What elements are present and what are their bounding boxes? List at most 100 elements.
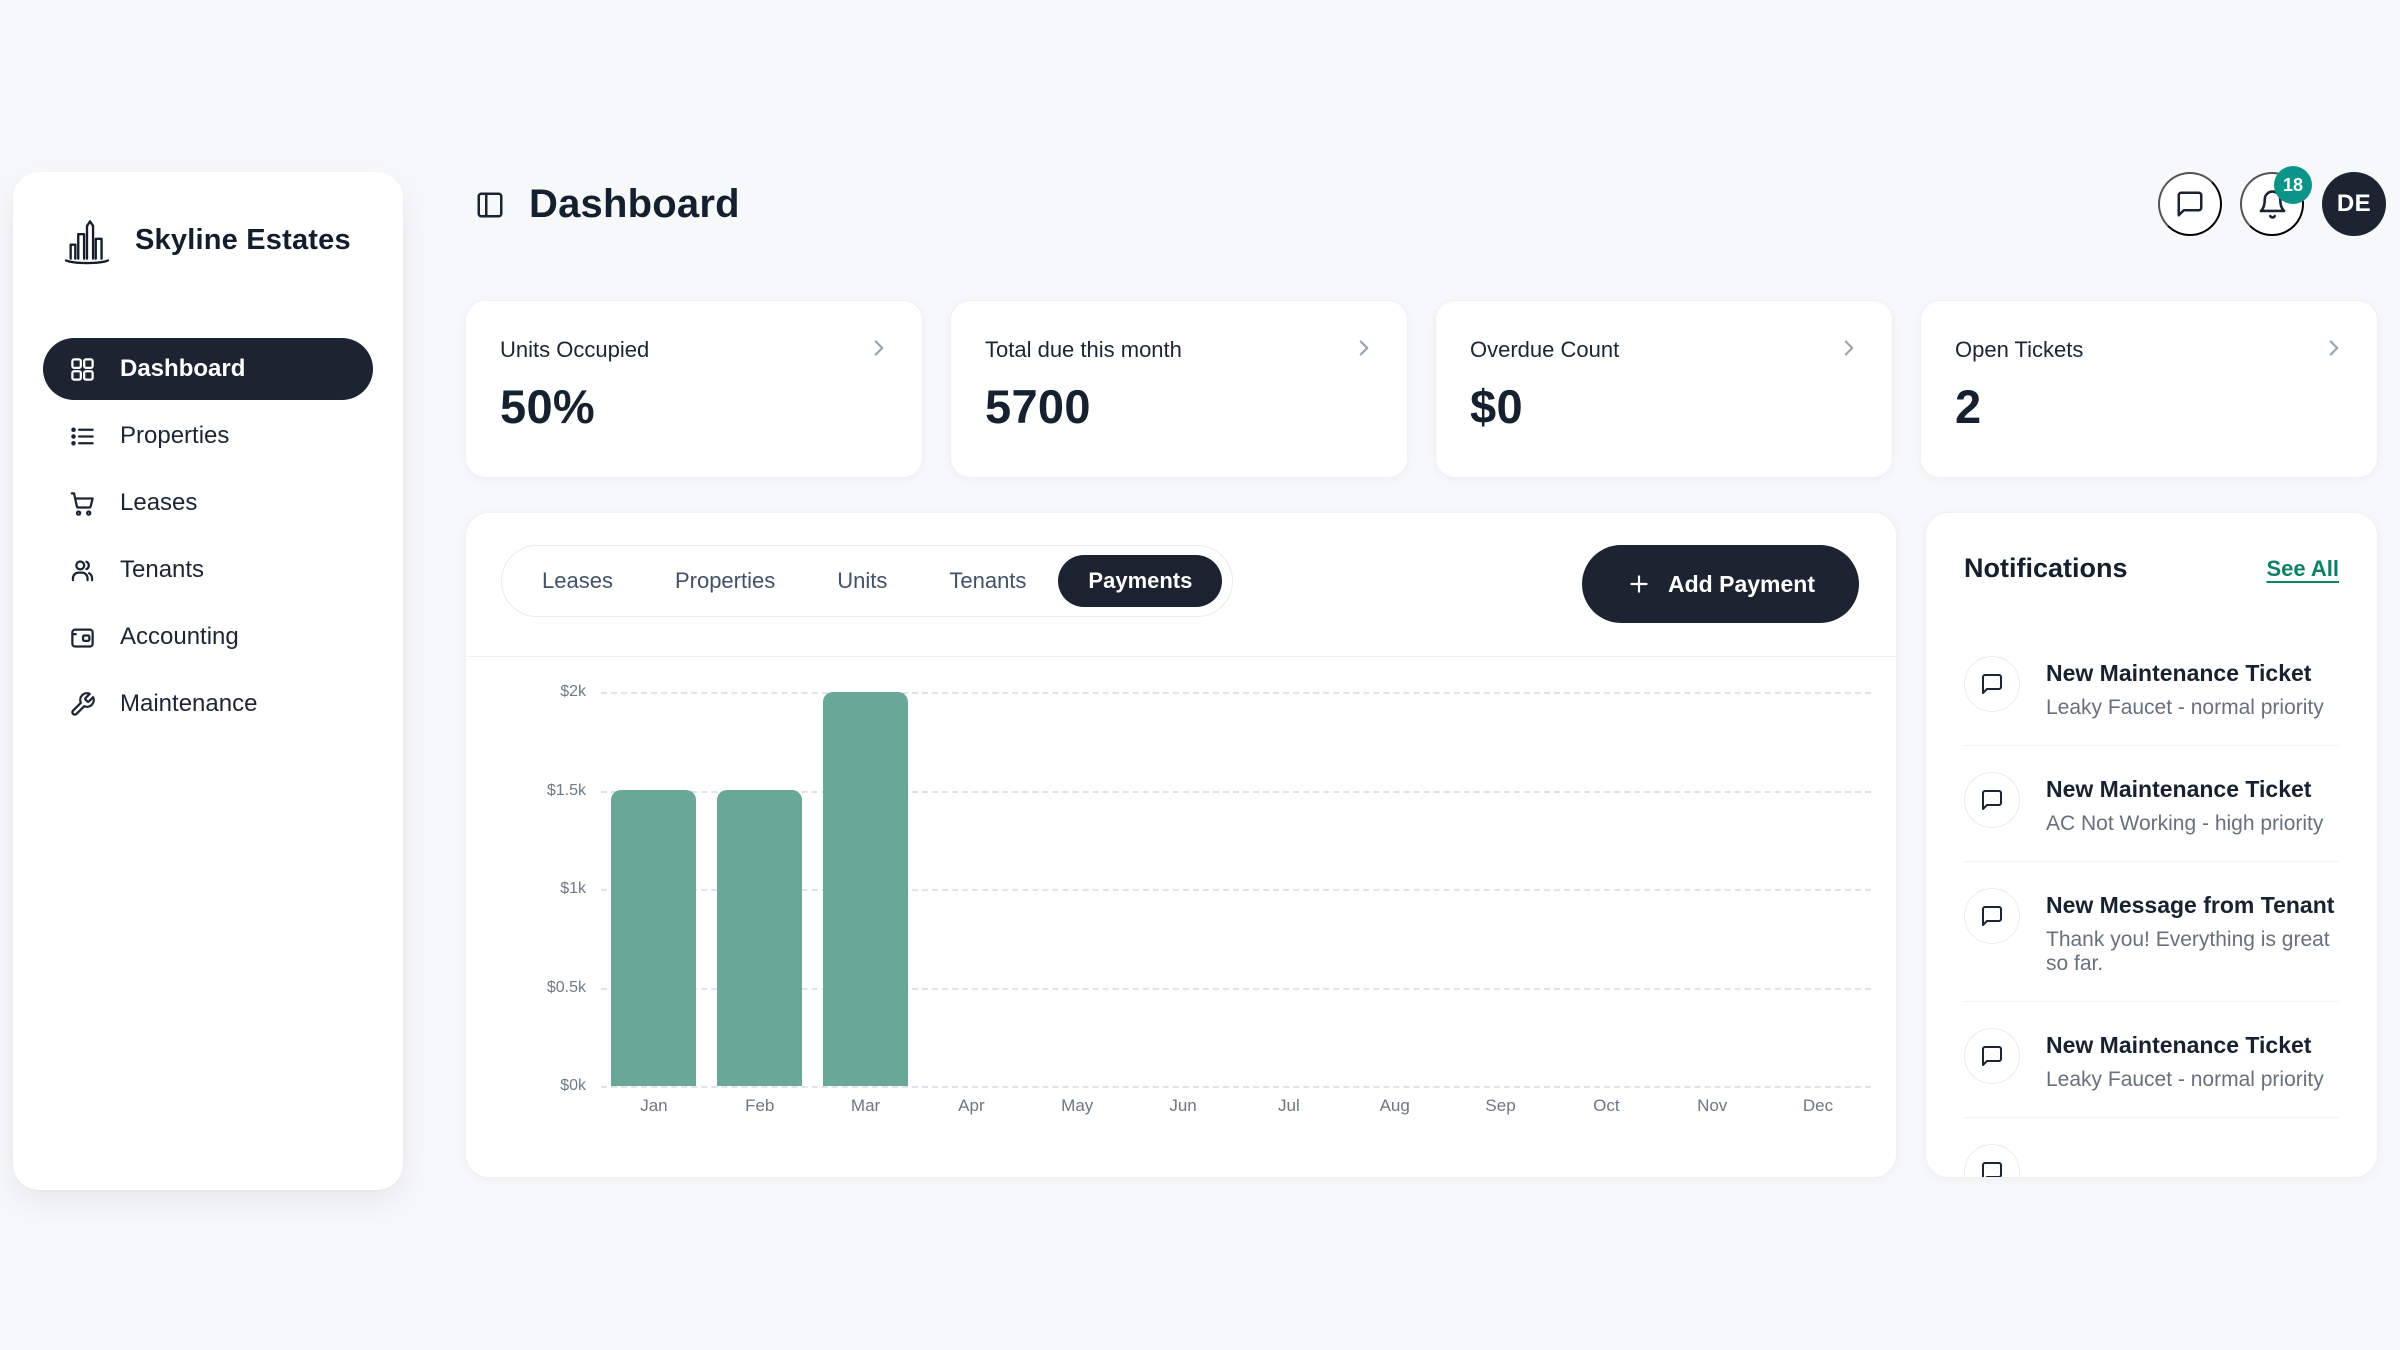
tab-leases[interactable]: Leases [542, 568, 613, 593]
stat-card-overdue-count[interactable]: Overdue Count $0 [1435, 300, 1893, 478]
logo: Skyline Estates [13, 172, 403, 268]
notifications-title: Notifications [1964, 553, 2128, 583]
bell-icon [2257, 189, 2288, 220]
x-axis-tick-label: May [1061, 1096, 1094, 1115]
sidebar-item-dashboard[interactable]: Dashboard [43, 338, 373, 400]
bar-mar [823, 692, 909, 1086]
skyline-buildings-icon [59, 212, 115, 268]
sidebar-item-leases[interactable]: Leases [43, 472, 373, 534]
notification-subtitle: Leaky Faucet - normal priority [2046, 696, 2324, 719]
sidebar: Skyline Estates Dashboard Properties Lea… [13, 172, 403, 1190]
y-axis-tick-label: $0k [560, 1077, 586, 1094]
message-bubble-icon [1964, 888, 2020, 944]
notifications-panel: Notifications See All New Maintenance Ti… [1925, 512, 2378, 1178]
chat-button[interactable] [2158, 172, 2222, 236]
x-axis-tick-label: Aug [1379, 1096, 1410, 1115]
notifications-list: New Maintenance Ticket Leaky Faucet - no… [1964, 656, 2339, 1177]
message-bubble-icon [1964, 772, 2020, 828]
wallet-icon [69, 624, 96, 651]
notification-item[interactable]: New Maintenance Ticket Leaky Faucet - no… [1964, 1028, 2339, 1118]
sidebar-item-maintenance[interactable]: Maintenance [43, 673, 373, 735]
plus-icon [1626, 571, 1652, 597]
sidebar-item-accounting[interactable]: Accounting [43, 606, 373, 668]
x-axis-tick-label: Mar [850, 1096, 881, 1115]
stat-card-units-occupied[interactable]: Units Occupied 50% [465, 300, 923, 478]
notifications-button[interactable]: 18 [2240, 166, 2312, 236]
message-bubble-icon [1964, 656, 2020, 712]
sidebar-item-properties[interactable]: Properties [43, 405, 373, 467]
y-axis-tick-label: $1.5k [546, 781, 586, 799]
x-axis-tick-label: Apr [958, 1096, 985, 1115]
tab-payments[interactable]: Payments [1058, 555, 1223, 607]
avatar[interactable]: DE [2322, 172, 2386, 236]
bar-feb [717, 790, 803, 1086]
stat-value: $0 [1470, 380, 1523, 433]
stat-label: Open Tickets [1955, 337, 2084, 362]
notification-item[interactable]: New Maintenance Ticket AC Not Working - … [1964, 772, 2339, 862]
tab-units[interactable]: Units [837, 568, 888, 593]
divider [466, 656, 1896, 657]
stat-card-total-due-this-month[interactable]: Total due this month 5700 [950, 300, 1408, 478]
stat-label: Units Occupied [500, 337, 650, 362]
x-axis-labels: Jan Feb Mar Apr May Jun Jul Aug Sep Oct Nov Dec [601, 1096, 1871, 1116]
payments-bar-chart: $0k $0.5k $1k $1.5k $2k Jan Feb Mar Apr May Jun Jul… [547, 683, 1871, 1115]
app-title: Skyline Estates [135, 223, 351, 256]
notification-item[interactable]: New Maintenance Ticket Leaky Faucet - no… [1964, 656, 2339, 746]
stat-value: 5700 [985, 380, 1091, 433]
x-axis-tick-label: Oct [1593, 1096, 1620, 1115]
wrench-icon [69, 691, 96, 718]
notification-subtitle: Thank you! Everything is great so far. [2046, 928, 2330, 975]
notification-subtitle: AC Not Working - high priority [2046, 812, 2324, 835]
tab-tenants[interactable]: Tenants [949, 568, 1027, 593]
stat-card-open-tickets[interactable]: Open Tickets 2 [1920, 300, 2378, 478]
cart-icon [69, 490, 96, 517]
page-title: Dashboard [529, 182, 740, 226]
y-axis-tick-label: $0.5k [546, 978, 586, 996]
message-bubble-icon [1964, 1028, 2020, 1084]
notification-title: New Maintenance Ticket [2046, 776, 2312, 802]
notification-subtitle: Leaky Faucet - normal priority [2046, 1068, 2324, 1091]
message-bubble-icon [1964, 1144, 2020, 1177]
chevron-right-icon [1351, 335, 1377, 361]
x-axis-tick-label: Nov [1697, 1096, 1728, 1115]
x-axis-tick-label: Jun [1169, 1096, 1197, 1115]
sidebar-item-tenants[interactable]: Tenants [43, 539, 373, 601]
stat-value: 50% [500, 380, 595, 433]
notification-item-partial[interactable] [1964, 1144, 2339, 1177]
stat-label: Total due this month [985, 337, 1182, 362]
notification-title: New Maintenance Ticket [2046, 1032, 2312, 1058]
stat-label: Overdue Count [1470, 337, 1620, 362]
list-icon [69, 423, 96, 450]
chart-gridline [601, 889, 1871, 891]
see-all-link[interactable]: See All [2266, 555, 2339, 581]
stat-value: 2 [1955, 380, 1982, 433]
panel-left-icon[interactable] [475, 190, 505, 220]
page-header: Dashboard 18 DE [465, 166, 2386, 238]
notification-title: New Message from Tenant [2046, 892, 2335, 918]
stat-cards-row: Units Occupied 50% Total due this month … [465, 300, 2378, 478]
chart-gridline [601, 790, 1871, 793]
tab-properties[interactable]: Properties [674, 568, 776, 593]
bar-jan [611, 790, 697, 1086]
grid-icon [69, 356, 96, 383]
x-axis-tick-label: Jan [640, 1096, 668, 1115]
chevron-right-icon [866, 335, 892, 361]
notification-title: New Maintenance Ticket [2046, 660, 2312, 686]
chart-gridline [601, 987, 1871, 990]
payments-panel: Leases Properties Units Tenants Payments Add… [465, 512, 1897, 1178]
notification-item[interactable]: New Message from Tenant Thank you! Every… [1964, 888, 2339, 1002]
x-axis-tick-label: Sep [1485, 1096, 1516, 1115]
x-axis-tick-label: Jul [1278, 1096, 1300, 1115]
message-bubble-icon [2175, 189, 2205, 219]
x-axis-tick-label: Feb [745, 1096, 775, 1115]
chevron-right-icon [2321, 335, 2347, 361]
add-payment-button[interactable]: Add Payment [1582, 545, 1859, 623]
x-axis-tick-label: Dec [1802, 1096, 1834, 1115]
y-axis-tick-label: $1k [560, 880, 586, 897]
y-axis-tick-label: $2k [560, 683, 586, 700]
users-icon [69, 557, 96, 584]
sidebar-nav: Dashboard Properties Leases Tenants Acco… [13, 338, 403, 735]
tab-bar: Leases Properties Units Tenants Payments [501, 545, 1234, 617]
chart-gridline [601, 1086, 1871, 1088]
chart-gridline [601, 692, 1871, 694]
